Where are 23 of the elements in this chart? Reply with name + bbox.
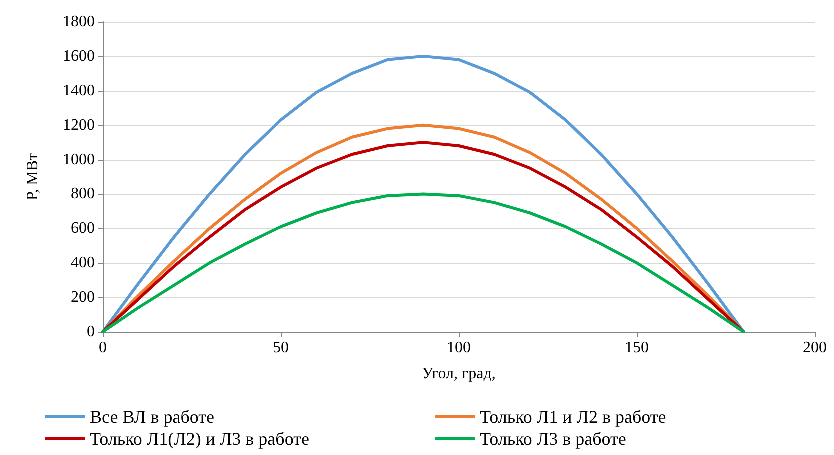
legend-label: Только Л1(Л2) и Л3 в работе [90,429,310,449]
x-tick-label: 150 [625,340,649,356]
line-series [102,54,746,334]
y-tick-label: 200 [71,289,95,306]
legend-label: Только Л3 в работе [480,429,626,449]
y-tick-label: 1200 [63,116,95,134]
x-tick-label: 50 [273,340,289,356]
y-tick-label: 1400 [63,82,95,100]
legend-label: Все ВЛ в работе [90,407,215,427]
x-tick-label: 200 [803,340,827,356]
x-axis-title: Угол, град, [422,366,496,382]
x-tick-label: 0 [99,340,107,356]
y-tick-label: 600 [71,220,95,238]
y-tick-label: 1600 [63,48,95,65]
line-series [102,192,746,334]
y-tick-label: 1800 [63,14,95,30]
y-tick-label: 1000 [63,151,95,168]
x-tick-label: 100 [447,340,471,356]
y-axis-title: P, МВт [24,153,42,201]
y-tick-label: 800 [71,186,95,203]
y-tick-label: 400 [71,254,95,272]
y-tick-label: 0 [87,324,95,340]
legend-label: Только Л1 и Л2 в работе [480,407,666,427]
